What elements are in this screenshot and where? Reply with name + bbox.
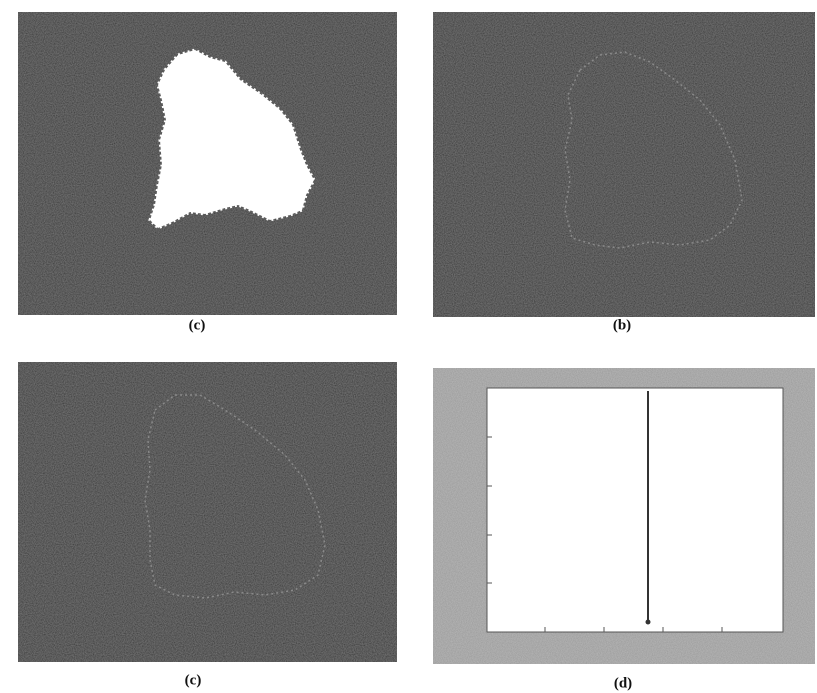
noise-image — [18, 362, 397, 662]
panel-segmentation: (c) — [18, 12, 397, 333]
plot-area — [487, 388, 783, 632]
caption: (c) — [185, 672, 202, 688]
caption: (b) — [613, 317, 631, 333]
panel-contour-2: (c) — [18, 362, 397, 688]
panel-plot: (d) — [433, 368, 815, 691]
caption: (c) — [189, 317, 206, 333]
page: (c) (b) (c) (d) (() => { const data = JS… — [0, 0, 817, 693]
figure: (c) (b) (c) (d) — [0, 0, 817, 693]
panel-contour: (b) — [433, 12, 815, 333]
caption: (d) — [614, 675, 632, 691]
noise-image — [433, 12, 815, 317]
stem-marker — [646, 620, 651, 625]
